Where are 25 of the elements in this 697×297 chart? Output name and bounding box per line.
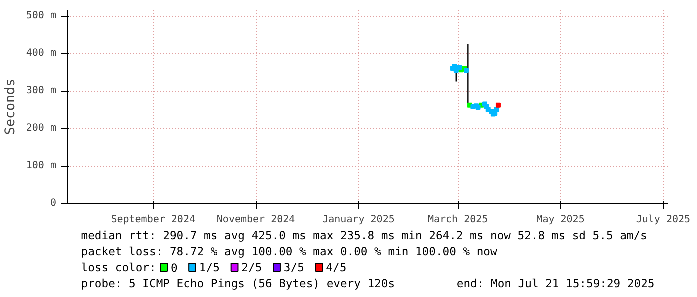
y-tick-label: 300 m bbox=[26, 86, 57, 97]
legend-label: 0 bbox=[170, 261, 178, 275]
legend-title: loss color: bbox=[81, 260, 156, 274]
y-axis-title: Seconds bbox=[3, 78, 18, 136]
y-tick-label: 400 m bbox=[26, 48, 57, 60]
y-tick-label: 200 m bbox=[26, 123, 57, 134]
x-tick-label: November 2024 bbox=[216, 214, 296, 226]
legend-label: 3/5 bbox=[284, 260, 304, 274]
legend-label: 2/5 bbox=[242, 260, 262, 274]
legend-label: 4/5 bbox=[326, 260, 347, 274]
y-tick-label: 0 bbox=[50, 198, 57, 209]
text: median rtt: 290.7 ms avg 425.0 ms max 235.8 ms min 264.2 ms now 52.8 ms sd 5.5 am/s bbox=[81, 228, 648, 242]
point bbox=[496, 102, 501, 108]
text: probe: 5 ICMP Echo Pings (56 Bytes) every 120s bbox=[81, 276, 396, 290]
x-tick-label: September 2024 bbox=[111, 214, 196, 226]
x-tick-label: January 2025 bbox=[322, 214, 395, 226]
text: packet loss: 78.72 % avg 100.00 % max 0.00 % min 100.00 % now bbox=[81, 244, 498, 258]
text: end: Mon Jul 21 15:59:29 2025 bbox=[456, 276, 655, 290]
y-tick-label: 100 m bbox=[26, 160, 57, 172]
x-tick-label: May 2025 bbox=[536, 214, 585, 226]
y-tick-label: 500 m bbox=[26, 10, 57, 22]
x-tick-label: July 2025 bbox=[636, 214, 691, 226]
x-tick-label: March 2025 bbox=[428, 214, 488, 226]
point bbox=[494, 107, 500, 112]
legend-label: 1/5 bbox=[199, 260, 220, 274]
